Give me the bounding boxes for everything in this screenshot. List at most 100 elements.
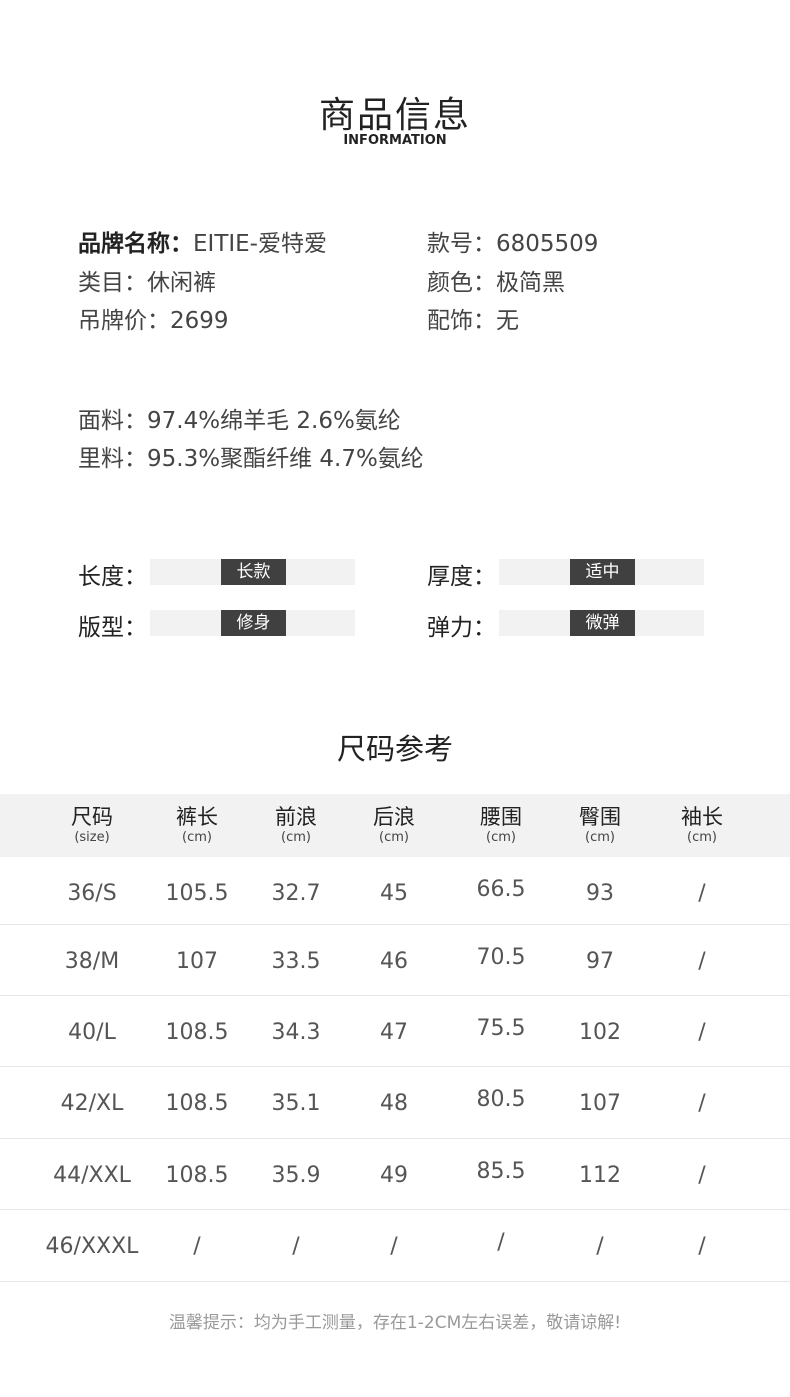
table-cell: 42/XL — [60, 1091, 124, 1116]
table-cell: 46 — [380, 949, 408, 974]
attribute-value-tag: 修身 — [221, 610, 286, 636]
info-item: 配饰：无 — [427, 301, 519, 335]
attribute-value-tag: 微弹 — [570, 610, 635, 636]
table-cell: 105.5 — [165, 881, 229, 906]
table-cell: 112 — [579, 1163, 621, 1188]
column-header: 腰围 (cm) — [451, 804, 551, 845]
table-cell: 93 — [586, 881, 614, 906]
info-value: 休闲裤 — [147, 270, 216, 296]
table-cell: / — [698, 881, 706, 906]
info-label: 吊牌价： — [78, 308, 170, 334]
table-cell: / — [193, 1234, 201, 1259]
size-chart-title: 尺码参考 — [336, 732, 453, 766]
table-cell: 35.1 — [271, 1091, 321, 1116]
column-unit: (cm) — [585, 830, 615, 845]
table-cell: 107 — [579, 1091, 621, 1116]
table-cell: 33.5 — [271, 949, 321, 974]
column-unit: (cm) — [486, 830, 516, 845]
table-cell: / — [497, 1230, 505, 1255]
info-label: 款号： — [427, 231, 496, 257]
table-cell: 48 — [380, 1091, 408, 1116]
column-unit: (size) — [74, 830, 110, 845]
fabric-value: 95.3%聚酯纤维 4.7%氨纶 — [147, 446, 424, 472]
table-cell: 46/XXXL — [45, 1234, 139, 1259]
table-row: 36/S 105.5 32.7 45 66.5 93 / — [0, 857, 790, 925]
table-cell: 49 — [380, 1163, 408, 1188]
info-value: EITIE-爱特爱 — [193, 231, 327, 257]
column-unit: (cm) — [379, 830, 409, 845]
table-row: 46/XXXL / / / / / / — [0, 1210, 790, 1282]
table-cell: 44/XXL — [53, 1163, 131, 1188]
info-item: 吊牌价：2699 — [78, 301, 229, 335]
column-header: 袖长 (cm) — [652, 804, 752, 845]
measurement-note: 温馨提示：均为手工测量，存在1-2CM左右误差，敬请谅解! — [168, 1313, 622, 1333]
attribute-value-tag: 适中 — [570, 559, 635, 585]
table-cell: 35.9 — [271, 1163, 321, 1188]
attribute-bar: 微弹 — [499, 610, 704, 636]
fabric-item: 里料：95.3%聚酯纤维 4.7%氨纶 — [78, 439, 424, 473]
column-header: 尺码 (size) — [42, 804, 142, 845]
column-name: 臀围 — [579, 805, 621, 829]
table-row: 44/XXL 108.5 35.9 49 85.5 112 / — [0, 1139, 790, 1210]
table-cell: 70.5 — [476, 945, 526, 970]
info-item: 颜色：极简黑 — [427, 263, 565, 297]
attribute-label: 厚度： — [427, 564, 496, 590]
fabric-item: 面料：97.4%绵羊毛 2.6%氨纶 — [78, 401, 401, 435]
column-name: 袖长 — [681, 805, 723, 829]
column-header: 裤长 (cm) — [147, 804, 247, 845]
table-cell: 108.5 — [165, 1163, 229, 1188]
table-cell: / — [698, 1020, 706, 1045]
column-header: 臀围 (cm) — [550, 804, 650, 845]
info-item: 品牌名称：EITIE-爱特爱 — [78, 224, 327, 258]
column-unit: (cm) — [281, 830, 311, 845]
table-cell: 32.7 — [271, 881, 321, 906]
table-cell: 80.5 — [476, 1087, 526, 1112]
table-cell: / — [390, 1234, 398, 1259]
table-cell: 75.5 — [476, 1016, 526, 1041]
table-cell: 97 — [586, 949, 614, 974]
table-cell: / — [292, 1234, 300, 1259]
table-cell: / — [698, 949, 706, 974]
column-name: 后浪 — [373, 805, 415, 829]
column-name: 腰围 — [480, 805, 522, 829]
fabric-value: 97.4%绵羊毛 2.6%氨纶 — [147, 408, 401, 434]
attribute-label: 长度： — [78, 564, 147, 590]
table-cell: / — [698, 1163, 706, 1188]
info-value: 极简黑 — [496, 270, 565, 296]
attribute-bar: 适中 — [499, 559, 704, 585]
table-row: 38/M 107 33.5 46 70.5 97 / — [0, 925, 790, 996]
info-item: 类目：休闲裤 — [78, 263, 216, 297]
column-name: 裤长 — [176, 805, 218, 829]
page-subtitle: INFORMATION — [343, 133, 447, 148]
table-cell: / — [698, 1234, 706, 1259]
attribute-bar: 修身 — [150, 610, 355, 636]
column-unit: (cm) — [687, 830, 717, 845]
table-cell: 47 — [380, 1020, 408, 1045]
info-value: 6805509 — [496, 231, 599, 257]
page-title: 商品信息 — [318, 95, 471, 136]
table-cell: 108.5 — [165, 1091, 229, 1116]
fabric-label: 面料： — [78, 408, 147, 434]
table-cell: 36/S — [67, 881, 117, 906]
table-cell: 102 — [579, 1020, 621, 1045]
size-table-header: 尺码 (size) 裤长 (cm) 前浪 (cm) 后浪 (cm) 腰围 (cm) 臀围 (cm) 袖长… — [0, 794, 790, 857]
column-name: 尺码 — [71, 805, 113, 829]
table-row: 42/XL 108.5 35.1 48 80.5 107 / — [0, 1067, 790, 1139]
table-cell: 45 — [380, 881, 408, 906]
info-label: 配饰： — [427, 308, 496, 334]
table-cell: 40/L — [68, 1020, 116, 1045]
info-label: 颜色： — [427, 270, 496, 296]
info-label: 品牌名称： — [78, 231, 193, 257]
attribute-label: 版型： — [78, 615, 147, 641]
info-value: 无 — [496, 308, 519, 334]
column-name: 前浪 — [275, 805, 317, 829]
column-header: 后浪 (cm) — [344, 804, 444, 845]
table-cell: 107 — [176, 949, 218, 974]
info-item: 款号：6805509 — [427, 224, 598, 258]
info-label: 类目： — [78, 270, 147, 296]
column-header: 前浪 (cm) — [246, 804, 346, 845]
info-value: 2699 — [170, 308, 229, 334]
table-cell: / — [596, 1234, 604, 1259]
table-cell: 108.5 — [165, 1020, 229, 1045]
table-cell: 85.5 — [476, 1159, 526, 1184]
